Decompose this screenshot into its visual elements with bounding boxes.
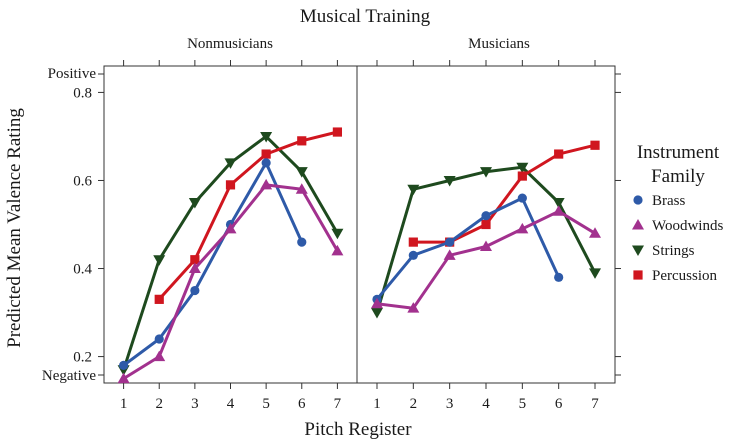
data-point-woodwinds: [443, 249, 456, 260]
data-point-strings: [443, 175, 456, 187]
legend-marker-strings: [632, 245, 644, 256]
data-point-percussion: [408, 237, 418, 247]
panel-musicians: Musicians 1 2 3 4 5 6 7: [356, 36, 621, 412]
x-tick-label: 6: [555, 396, 563, 412]
data-point-brass: [517, 193, 527, 203]
x-tick-label: 1: [120, 396, 128, 412]
x-tick-label: 4: [227, 396, 235, 412]
data-point-strings: [331, 228, 344, 240]
data-point-woodwinds: [407, 302, 420, 313]
data-point-woodwinds: [117, 372, 130, 384]
data-point-percussion: [225, 180, 236, 190]
data-point-percussion: [154, 294, 164, 304]
legend-label-strings: Strings: [652, 243, 695, 259]
data-point-brass: [554, 272, 564, 282]
legend-title-line2: Family: [651, 166, 705, 187]
legend-marker-percussion: [633, 270, 643, 280]
data-point-woodwinds: [589, 227, 602, 238]
data-point-brass: [190, 285, 200, 296]
chart-title: Musical Training: [300, 6, 431, 27]
data-point-percussion: [190, 255, 200, 265]
data-point-brass: [481, 211, 491, 221]
x-tick-label: 5: [519, 396, 527, 412]
data-point-woodwinds: [552, 205, 565, 216]
x-tick-label: 7: [334, 396, 342, 412]
data-point-percussion: [481, 219, 491, 230]
data-point-strings: [370, 308, 383, 319]
data-point-strings: [407, 184, 420, 196]
x-axis-label: Pitch Register: [304, 419, 412, 440]
x-tick-label: 4: [482, 396, 490, 412]
data-point-percussion: [297, 136, 307, 146]
y-tick-label: 0.2: [73, 350, 92, 366]
x-tick-label: 6: [298, 396, 306, 412]
data-point-percussion: [261, 149, 271, 159]
legend-label-percussion: Percussion: [652, 268, 717, 284]
data-point-woodwinds: [480, 240, 492, 252]
data-point-woodwinds: [224, 222, 237, 234]
data-point-percussion: [332, 127, 343, 137]
data-point-strings: [224, 158, 237, 169]
series-line-brass-nonmusicians: [122, 161, 304, 367]
data-point-brass: [261, 158, 271, 168]
y-tick-labels: 0.2 0.4 0.6 0.8: [73, 85, 92, 365]
series-line-brass-musicians: [375, 196, 561, 301]
legend-label-woodwinds: Woodwinds: [652, 218, 723, 234]
data-point-strings: [260, 131, 273, 143]
data-point-strings: [188, 197, 201, 209]
x-tick-label: 1: [373, 396, 381, 412]
data-point-brass: [408, 250, 418, 260]
y-anchor-negative: Negative: [42, 368, 96, 384]
panel-label-musicians: Musicians: [468, 36, 530, 52]
series-line-percussion-musicians: [411, 143, 597, 244]
data-point-woodwinds: [260, 178, 273, 190]
y-axis-label: Predicted Mean Valence Rating: [4, 108, 25, 348]
data-point-brass: [297, 237, 307, 247]
data-point-strings: [480, 167, 492, 178]
legend-marker-woodwinds: [632, 219, 644, 230]
data-point-woodwinds: [516, 222, 529, 234]
data-point-strings: [153, 255, 166, 266]
x-tick-label: 2: [155, 396, 163, 412]
data-point-strings: [552, 197, 565, 209]
y-tick-label: 0.4: [73, 262, 92, 278]
data-point-percussion: [590, 140, 600, 150]
data-point-woodwinds: [295, 183, 308, 194]
series-line-percussion-nonmusicians: [157, 130, 339, 301]
data-point-brass: [118, 360, 129, 370]
panel-label-nonmusicians: Nonmusicians: [187, 36, 273, 52]
x-tick-label: 3: [191, 396, 199, 412]
panel-nonmusicians: Nonmusicians 1 2 3 4 5 6 7: [98, 36, 358, 412]
data-point-woodwinds: [331, 244, 344, 256]
data-point-woodwinds: [370, 297, 383, 309]
x-tick-label: 5: [262, 396, 270, 412]
data-point-woodwinds: [188, 262, 201, 274]
data-point-strings: [589, 268, 602, 279]
y-tick-label: 0.6: [73, 173, 92, 189]
data-point-brass: [445, 237, 455, 247]
data-point-percussion: [517, 171, 527, 181]
legend-label-brass: Brass: [652, 193, 685, 209]
legend-marker-brass: [633, 195, 643, 205]
x-tick-label: 3: [446, 396, 454, 412]
x-tick-label: 2: [410, 396, 418, 412]
y-anchor-positive: Positive: [48, 66, 97, 82]
y-tick-label: 0.8: [73, 85, 92, 101]
x-tick-label: 7: [591, 396, 599, 412]
legend: Instrument Family Brass Woodwinds Strings P…: [632, 142, 723, 284]
data-point-strings: [516, 162, 529, 174]
data-point-woodwinds: [153, 350, 166, 362]
data-point-brass: [154, 334, 164, 344]
data-point-strings: [295, 167, 308, 178]
data-point-percussion: [554, 149, 564, 159]
legend-title-line1: Instrument: [637, 142, 720, 163]
